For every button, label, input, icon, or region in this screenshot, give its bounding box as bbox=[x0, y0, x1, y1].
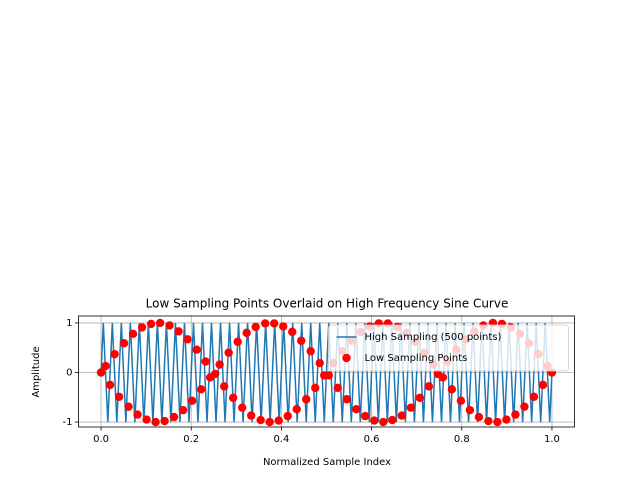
point bbox=[119, 339, 129, 348]
point bbox=[511, 410, 520, 419]
point bbox=[297, 336, 306, 345]
point bbox=[302, 395, 311, 404]
legend-label: Low Sampling Points bbox=[365, 353, 468, 364]
point bbox=[237, 403, 247, 412]
point bbox=[210, 369, 220, 379]
legend-box bbox=[328, 324, 569, 372]
point bbox=[96, 368, 106, 377]
x-axis-label: Normalized Sample Index bbox=[263, 457, 391, 468]
point bbox=[233, 337, 242, 346]
point bbox=[397, 411, 407, 420]
point bbox=[406, 403, 416, 412]
point bbox=[101, 361, 110, 371]
point bbox=[183, 335, 192, 344]
plot-frame bbox=[78, 315, 575, 428]
point bbox=[187, 396, 197, 405]
point bbox=[128, 329, 138, 339]
point bbox=[137, 323, 147, 332]
point bbox=[155, 318, 165, 328]
point bbox=[456, 396, 466, 405]
point bbox=[342, 395, 351, 404]
legend-marker bbox=[342, 353, 351, 363]
point bbox=[447, 385, 457, 394]
point bbox=[151, 417, 160, 427]
point bbox=[228, 393, 238, 402]
point bbox=[215, 360, 224, 369]
point bbox=[324, 371, 333, 380]
point bbox=[283, 411, 292, 421]
x-tick-label: 1.0 bbox=[544, 434, 560, 445]
point bbox=[465, 405, 475, 415]
point bbox=[269, 319, 279, 328]
point bbox=[279, 322, 288, 331]
point bbox=[201, 357, 210, 366]
point bbox=[352, 404, 361, 414]
point bbox=[256, 415, 265, 425]
point bbox=[169, 412, 179, 422]
point bbox=[538, 380, 548, 390]
point bbox=[260, 319, 270, 328]
y-tick-label: -1 bbox=[63, 417, 73, 428]
x-tick-label: 0.8 bbox=[454, 434, 470, 445]
point bbox=[493, 417, 502, 427]
point bbox=[484, 416, 493, 426]
point bbox=[379, 417, 388, 427]
point bbox=[333, 383, 342, 393]
point bbox=[502, 415, 511, 424]
point bbox=[124, 402, 133, 411]
point bbox=[160, 416, 169, 426]
point bbox=[424, 382, 434, 391]
y-axis-label: Amplitude bbox=[31, 346, 42, 397]
x-tick-label: 0.2 bbox=[183, 434, 199, 445]
point bbox=[105, 380, 115, 390]
point bbox=[474, 412, 484, 422]
point bbox=[133, 410, 142, 419]
x-tick-label: 0.6 bbox=[364, 434, 380, 445]
point bbox=[114, 392, 124, 401]
point bbox=[306, 346, 315, 356]
point bbox=[388, 415, 397, 425]
point bbox=[146, 319, 156, 329]
point bbox=[292, 404, 301, 414]
point bbox=[174, 327, 183, 336]
x-tick-label: 0.0 bbox=[93, 434, 109, 445]
point bbox=[529, 392, 539, 401]
point bbox=[178, 405, 188, 415]
chart-title: Low Sampling Points Overlaid on High Fre… bbox=[146, 297, 509, 311]
point bbox=[165, 321, 174, 330]
point bbox=[192, 345, 201, 354]
point bbox=[520, 402, 529, 411]
point bbox=[274, 416, 283, 425]
point bbox=[142, 415, 151, 424]
point bbox=[361, 411, 370, 421]
point bbox=[265, 417, 274, 427]
y-tick-label: 0 bbox=[66, 367, 72, 378]
point bbox=[288, 327, 297, 337]
y-tick-label: 1 bbox=[66, 318, 72, 329]
point bbox=[196, 385, 206, 394]
point bbox=[251, 322, 260, 332]
point bbox=[246, 411, 256, 420]
point bbox=[311, 383, 320, 393]
point bbox=[110, 349, 119, 359]
point bbox=[315, 358, 324, 368]
x-tick-label: 0.4 bbox=[273, 434, 289, 445]
legend-label: High Sampling (500 points) bbox=[365, 332, 502, 343]
point bbox=[219, 382, 229, 391]
point bbox=[224, 348, 233, 357]
point bbox=[438, 373, 448, 382]
point bbox=[370, 416, 379, 425]
point bbox=[415, 393, 425, 402]
point bbox=[242, 328, 251, 338]
